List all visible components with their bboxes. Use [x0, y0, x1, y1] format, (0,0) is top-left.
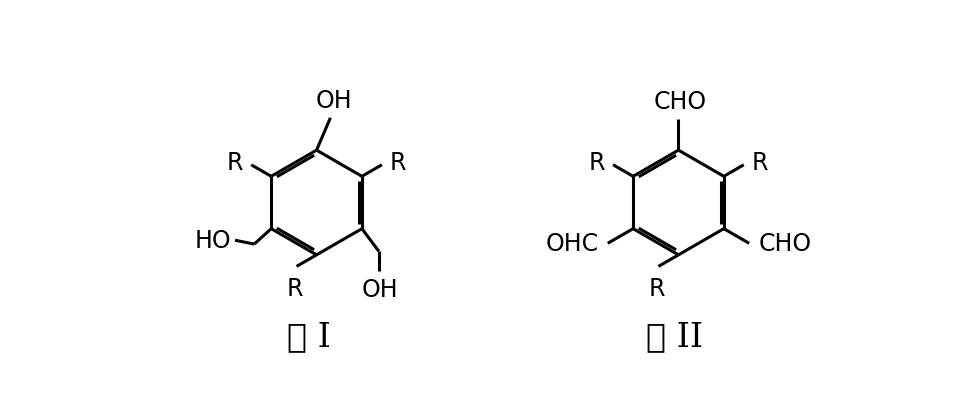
- Text: OH: OH: [362, 277, 399, 301]
- Text: CHO: CHO: [758, 232, 811, 256]
- Text: R: R: [389, 150, 406, 174]
- Text: OH: OH: [315, 88, 352, 112]
- Text: OHC: OHC: [546, 232, 598, 256]
- Text: R: R: [649, 277, 666, 301]
- Text: 式 I: 式 I: [287, 320, 331, 352]
- Text: CHO: CHO: [654, 90, 706, 114]
- Text: R: R: [751, 150, 768, 174]
- Text: HO: HO: [195, 229, 232, 253]
- Text: R: R: [589, 150, 605, 174]
- Text: R: R: [287, 277, 304, 301]
- Text: R: R: [227, 150, 243, 174]
- Text: 式 II: 式 II: [646, 320, 703, 352]
